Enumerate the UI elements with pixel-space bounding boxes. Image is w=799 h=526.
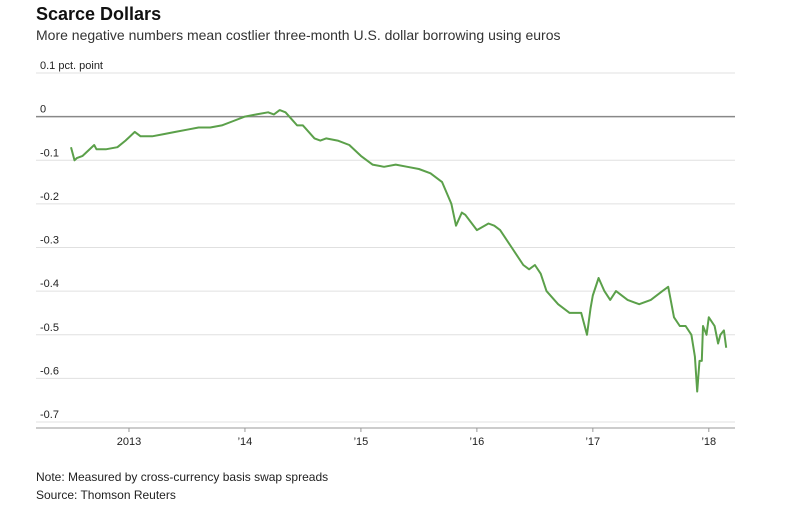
chart-title: Scarce Dollars	[36, 4, 162, 24]
x-tick-label: ’16	[470, 436, 485, 448]
x-tick-label: ’15	[354, 436, 369, 448]
chart-source: Source: Thomson Reuters	[36, 488, 176, 502]
y-tick-label: -0.3	[40, 235, 59, 247]
chart-subtitle: More negative numbers mean costlier thre…	[36, 27, 561, 43]
x-tick-label: 2013	[117, 436, 141, 448]
series-line	[70, 109, 728, 393]
y-tick-label: 0	[40, 104, 46, 116]
x-tick-label: ’18	[701, 436, 716, 448]
y-tick-label: -0.6	[40, 365, 59, 377]
y-tick-label: -0.4	[40, 278, 59, 290]
y-tick-label: -0.2	[40, 191, 59, 203]
y-tick-label: -0.7	[40, 409, 59, 421]
y-axis-ticks: 0.1 pct. point 0 -0.1 -0.2 -0.3 -0.4 -0.5 -0.6 -…	[40, 60, 103, 421]
x-tick-label: ’17	[585, 436, 600, 448]
x-tick-label: ’14	[238, 436, 253, 448]
y-tick-label: 0.1 pct. point	[40, 60, 103, 72]
gridlines	[36, 72, 735, 429]
chart-note: Note: Measured by cross-currency basis s…	[36, 470, 329, 484]
x-axis-ticks: 2013 ’14 ’15 ’16 ’17 ’18	[117, 428, 716, 448]
y-tick-label: -0.1	[40, 147, 59, 159]
y-tick-label: -0.5	[40, 322, 59, 334]
series-layer	[70, 109, 728, 393]
